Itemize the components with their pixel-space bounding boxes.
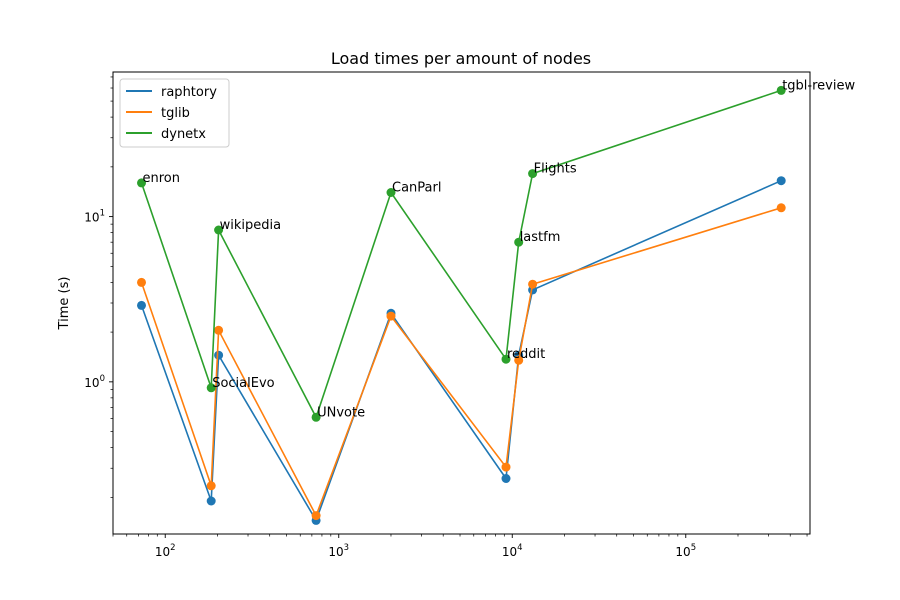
dataset-label: UNvote [317, 405, 365, 420]
dataset-label: enron [143, 171, 181, 186]
y-tick-label: 100 [84, 374, 105, 390]
data-point-tglib [514, 355, 524, 365]
data-point-dynetx [776, 85, 786, 95]
series-line-dynetx [140, 89, 782, 420]
data-point-dynetx [206, 383, 216, 393]
data-point-tglib [528, 279, 538, 289]
data-point-tglib [386, 311, 396, 321]
dataset-label: Flights [534, 162, 577, 177]
x-tick-label: 103 [328, 543, 349, 559]
x-tick-label: 102 [155, 543, 176, 559]
dataset-label: reddit [507, 347, 545, 362]
data-point-dynetx [214, 225, 224, 235]
data-point-tglib [311, 511, 321, 521]
series-line-tglib [140, 207, 782, 518]
legend-label-raphtory: raphtory [161, 85, 217, 100]
data-point-dynetx [311, 412, 321, 422]
x-tick-label: 104 [502, 543, 523, 559]
data-point-raphtory [214, 350, 224, 360]
dataset-label: lastfm [520, 230, 561, 245]
data-point-raphtory [206, 496, 216, 506]
dataset-label: SocialEvo [212, 376, 274, 391]
data-point-raphtory [137, 300, 146, 310]
y-tick-label: 101 [84, 209, 105, 225]
data-point-tglib [206, 481, 216, 491]
data-point-dynetx [501, 354, 511, 364]
data-point-raphtory [501, 474, 511, 483]
data-point-tglib [214, 325, 224, 335]
data-point-dynetx [137, 178, 146, 188]
y-axis-label: Time (s) [57, 277, 72, 331]
legend-label-tglib: tglib [161, 106, 190, 121]
data-point-dynetx [528, 169, 538, 179]
data-point-tglib [776, 203, 786, 213]
dataset-label: CanParl [392, 181, 441, 196]
legend: raphtory tglib dynetx [119, 78, 230, 148]
data-point-tglib [137, 277, 146, 287]
data-point-raphtory [776, 176, 786, 186]
dataset-label: wikipedia [220, 218, 281, 233]
dataset-label: tgbl-review [782, 78, 855, 93]
legend-box [119, 78, 230, 148]
data-point-dynetx [386, 188, 396, 197]
chart-title: Load times per amount of nodes [331, 49, 591, 68]
data-point-tglib [501, 462, 511, 472]
legend-label-dynetx: dynetx [161, 127, 206, 142]
data-point-dynetx [514, 237, 524, 247]
x-tick-label: 105 [675, 543, 696, 559]
